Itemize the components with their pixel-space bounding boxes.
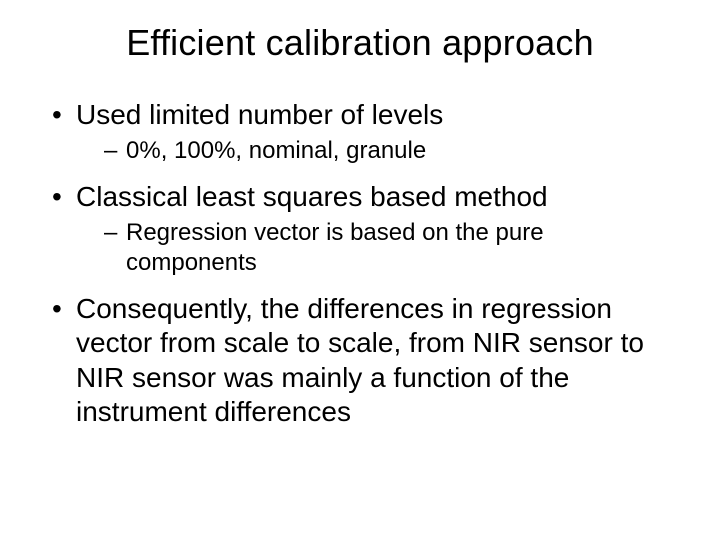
bullet-text: Used limited number of levels (76, 99, 443, 130)
sub-bullet-list: 0%, 100%, nominal, granule (76, 136, 672, 166)
bullet-text: Consequently, the differences in regress… (76, 293, 644, 426)
bullet-item: Classical least squares based method Reg… (48, 180, 672, 278)
sub-bullet-item: Regression vector is based on the pure c… (104, 218, 672, 278)
sub-bullet-text: 0%, 100%, nominal, granule (126, 137, 426, 164)
slide: Efficient calibration approach Used limi… (0, 0, 720, 540)
sub-bullet-list: Regression vector is based on the pure c… (76, 218, 672, 278)
bullet-item: Consequently, the differences in regress… (48, 292, 672, 429)
bullet-text: Classical least squares based method (76, 181, 548, 212)
sub-bullet-text: Regression vector is based on the pure c… (126, 219, 544, 276)
slide-title: Efficient calibration approach (40, 22, 680, 64)
bullet-item: Used limited number of levels 0%, 100%, … (48, 98, 672, 166)
sub-bullet-item: 0%, 100%, nominal, granule (104, 136, 672, 166)
bullet-list: Used limited number of levels 0%, 100%, … (40, 98, 680, 429)
